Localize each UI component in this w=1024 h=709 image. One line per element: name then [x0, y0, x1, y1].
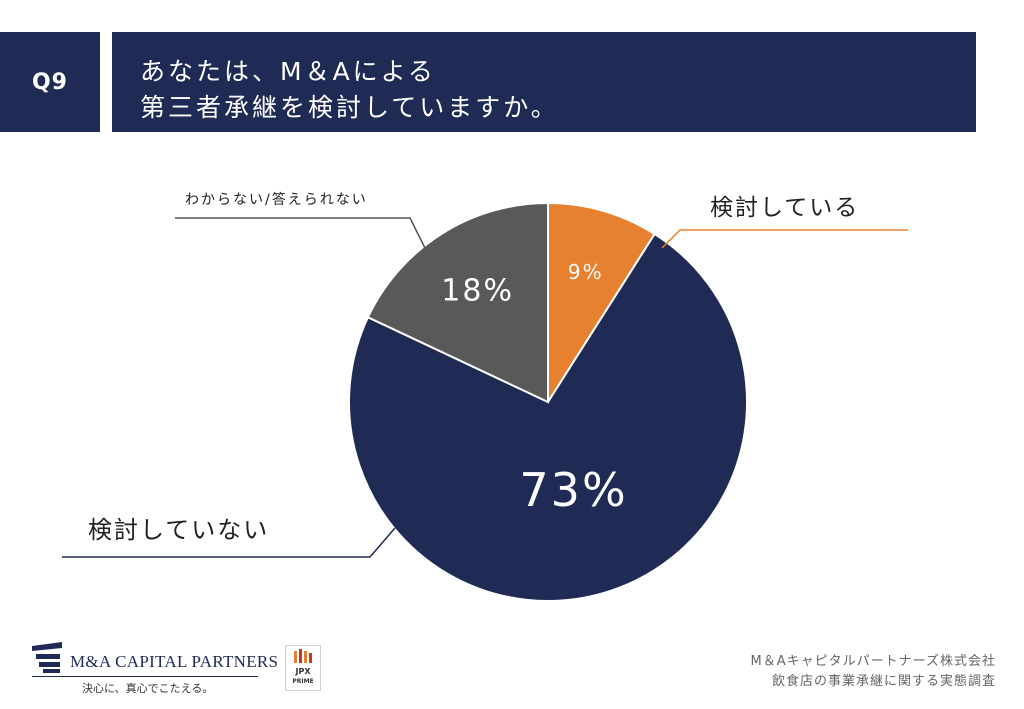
- callout-line-not-considering: [62, 527, 396, 558]
- logo-tagline: 決心に、真心でこたえる。: [82, 682, 214, 695]
- pie-value-label-considering: 9%: [568, 260, 604, 284]
- jpx-mark-icon: [294, 649, 312, 663]
- jpx-prime-label: PRIME: [292, 678, 314, 685]
- pie-value-label-not-considering: 73%: [519, 463, 627, 517]
- footer-company: M＆Aキャピタルパートナーズ株式会社: [750, 654, 996, 669]
- logo-name: M&A CAPITAL PARTNERS: [70, 652, 279, 671]
- question-title-line-1: あなたは、M＆Aによる: [140, 57, 436, 86]
- question-title-line-2: 第三者承継を検討していますか。: [140, 93, 559, 122]
- jpx-label: JPX: [295, 667, 311, 676]
- logo-divider: [32, 676, 258, 677]
- footer-survey: 飲食店の事業承継に関する実態調査: [771, 674, 996, 689]
- company-logo: M&A CAPITAL PARTNERS 決心に、真心でこたえる。: [30, 638, 278, 698]
- question-title-bar: あなたは、M＆Aによる 第三者承継を検討していますか。: [112, 32, 976, 132]
- pie-category-label-considering: 検討している: [710, 195, 859, 221]
- callout-line-considering: [661, 229, 908, 249]
- pie-category-label-not-considering: 検討していない: [88, 516, 269, 544]
- pie-category-label-unknown: わからない/答えられない: [185, 191, 368, 208]
- pie-slice-not-considering: [348, 232, 748, 602]
- pie-value-label-unknown: 18%: [441, 274, 514, 309]
- jpx-prime-badge: JPX PRIME: [285, 645, 321, 691]
- question-number: Q9: [0, 32, 100, 132]
- callout-line-unknown: [175, 217, 426, 249]
- pie-slice-considering: [547, 201, 657, 406]
- building-logo-icon: [32, 642, 62, 673]
- footer-credit: M＆Aキャピタルパートナーズ株式会社 飲食店の事業承継に関する実態調査: [751, 652, 996, 692]
- pie-slice-unknown: [366, 201, 549, 404]
